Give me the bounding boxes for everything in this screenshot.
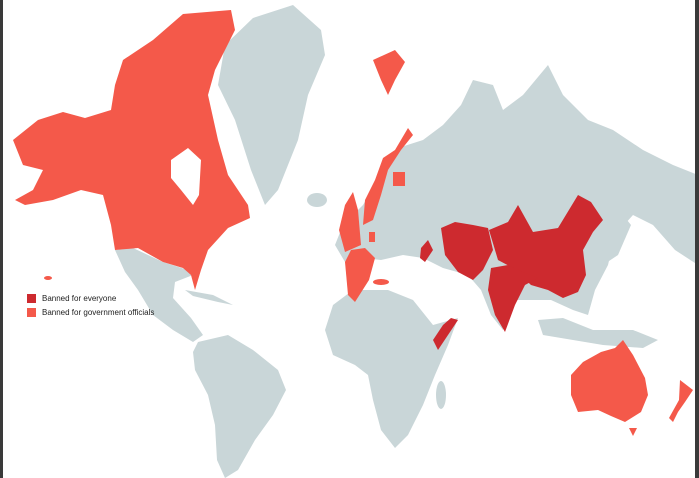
uk [339, 192, 361, 252]
iceland [307, 193, 327, 207]
denmark [369, 232, 375, 242]
indonesia [538, 318, 658, 348]
france [345, 248, 375, 302]
hudson-bay [171, 148, 201, 205]
central-america [115, 248, 203, 342]
legend-item-everyone: Banned for everyone [27, 294, 154, 303]
south-america [193, 335, 286, 478]
north-america-canada-usa [13, 10, 250, 290]
svalbard [373, 50, 405, 95]
madagascar [436, 381, 446, 409]
window-edge [695, 0, 699, 478]
legend: Banned for everyone Banned for governmen… [27, 294, 154, 322]
map-svg [13, 5, 698, 478]
norway [363, 128, 413, 225]
iran-afghanistan-pakistan [441, 222, 493, 280]
legend-label: Banned for government officials [42, 308, 155, 317]
africa [325, 290, 458, 448]
eurasia [335, 65, 698, 330]
caribbean [185, 290, 233, 305]
legend-swatch-everyone [27, 294, 36, 303]
legend-swatch-government [27, 308, 36, 317]
japan [599, 215, 631, 265]
legend-label: Banned for everyone [42, 294, 117, 303]
somalia [433, 318, 458, 350]
greenland [218, 5, 325, 205]
india [488, 265, 538, 332]
austria [373, 279, 389, 285]
australia [571, 340, 648, 422]
baltic-state [393, 172, 405, 186]
tasmania [629, 428, 637, 436]
legend-item-government: Banned for government officials [27, 308, 154, 317]
hawaii [44, 276, 52, 280]
new-zealand [669, 380, 693, 422]
syria [420, 240, 433, 262]
